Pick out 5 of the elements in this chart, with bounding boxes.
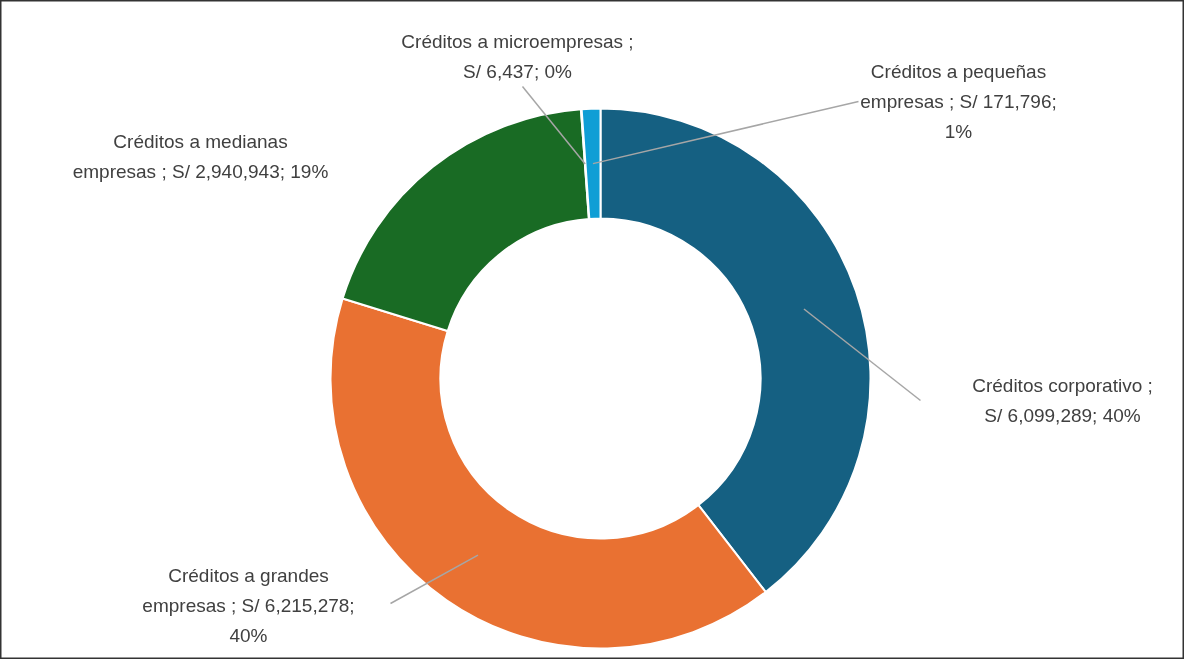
- slice-label: Créditos a microempresas ; S/ 6,437; 0%: [401, 31, 634, 82]
- slice-label: Créditos a medianas empresas ; S/ 2,940,943; 19%: [72, 131, 329, 182]
- slice-label: Créditos a pequeñas empresas ; S/ 171,796; 1%: [860, 61, 1057, 142]
- slice-label: Créditos a grandes empresas ; S/ 6,215,278; 40%: [142, 565, 355, 646]
- slice-label: Créditos corporativo ; S/ 6,099,289; 40%: [972, 375, 1153, 426]
